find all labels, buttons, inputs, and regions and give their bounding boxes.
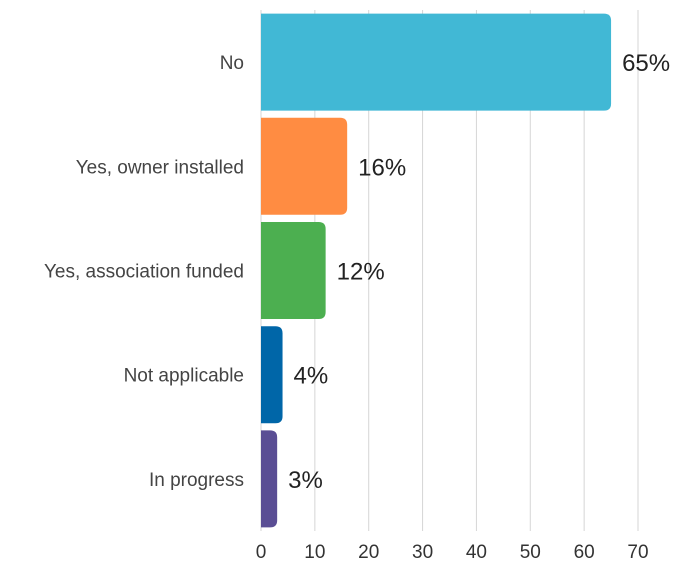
label-layer: No 65% Yes, owner installed 16% Yes, associa… [44, 50, 670, 494]
x-tick-label: 60 [574, 542, 595, 562]
category-label: In progress [149, 470, 244, 491]
bar-3 [261, 326, 283, 424]
bar-1 [261, 117, 348, 215]
bar-0 [261, 13, 612, 111]
bar-4 [261, 430, 278, 528]
value-label: 65% [622, 50, 670, 77]
x-tick-label: 30 [412, 542, 433, 562]
x-tick-label: 50 [520, 542, 541, 562]
x-tick-label: 70 [627, 542, 648, 562]
value-label: 16% [358, 154, 406, 181]
category-label: Not applicable [124, 366, 244, 387]
value-label: 3% [288, 467, 323, 494]
category-label: Yes, owner installed [76, 157, 244, 178]
x-tick-label: 10 [304, 542, 325, 562]
bar-2 [261, 222, 326, 319]
x-tick-label: 20 [358, 542, 379, 562]
tick-layer: 0 10 20 30 40 50 60 70 [256, 542, 649, 562]
category-label: Yes, association funded [44, 262, 244, 283]
value-label: 12% [337, 259, 385, 286]
category-label: No [220, 53, 244, 74]
value-label: 4% [294, 363, 329, 390]
x-tick-label: 40 [466, 542, 487, 562]
x-tick-label: 0 [256, 542, 267, 562]
bar-layer [261, 13, 612, 528]
